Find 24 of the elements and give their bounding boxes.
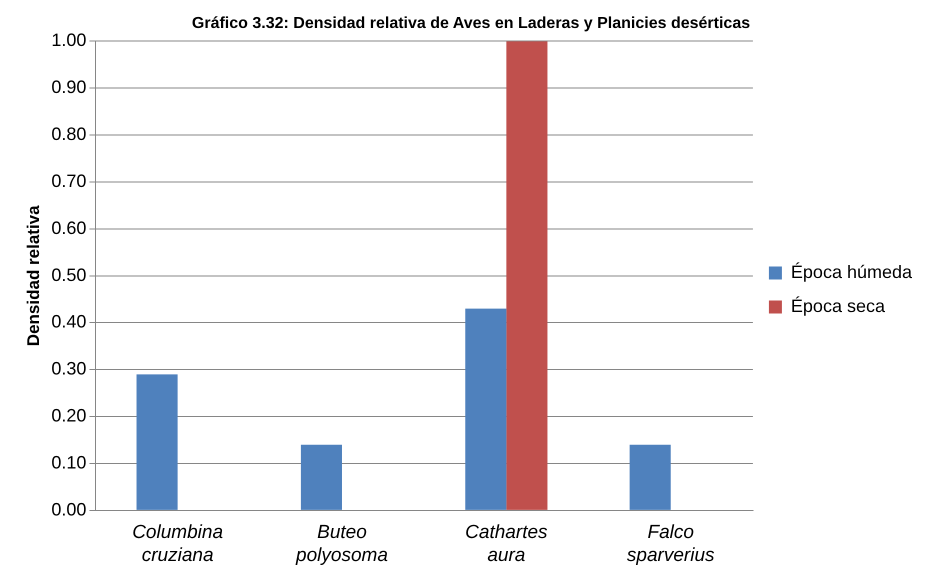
chart-title: Gráfico 3.32: Densidad relativa de Aves en Laderas y Planicies desérticas xyxy=(192,15,750,32)
y-tick-label: 0.30 xyxy=(51,358,86,379)
x-tick-label: Columbina cruziana xyxy=(132,522,224,566)
y-tick-label: 0.90 xyxy=(51,77,86,98)
y-tick-label: 0.60 xyxy=(51,218,86,238)
y-tick-label: 0.20 xyxy=(51,406,86,426)
bar xyxy=(136,374,178,510)
legend-label: Época seca xyxy=(790,296,886,316)
x-tick-label: Cathartes aura xyxy=(465,522,548,566)
y-tick-label: 0.70 xyxy=(51,170,86,191)
bar xyxy=(506,41,548,510)
y-axis-title: Densidad relativa xyxy=(24,204,43,346)
y-tick-label: 0.40 xyxy=(51,312,86,332)
x-tick-label: Buteo polyosoma xyxy=(295,522,388,566)
x-tick-label: Falco sparverius xyxy=(626,522,716,566)
bar xyxy=(465,308,506,510)
y-tick-label: 0.80 xyxy=(51,124,86,144)
y-tick-label: 0.50 xyxy=(51,264,86,285)
legend-label: Época húmeda xyxy=(790,262,913,282)
y-tick-label: 1.00 xyxy=(51,30,86,50)
y-tick-label: 0.00 xyxy=(51,499,86,520)
y-tick-label: 0.10 xyxy=(51,452,86,472)
bar xyxy=(630,444,671,510)
bar xyxy=(300,444,342,510)
